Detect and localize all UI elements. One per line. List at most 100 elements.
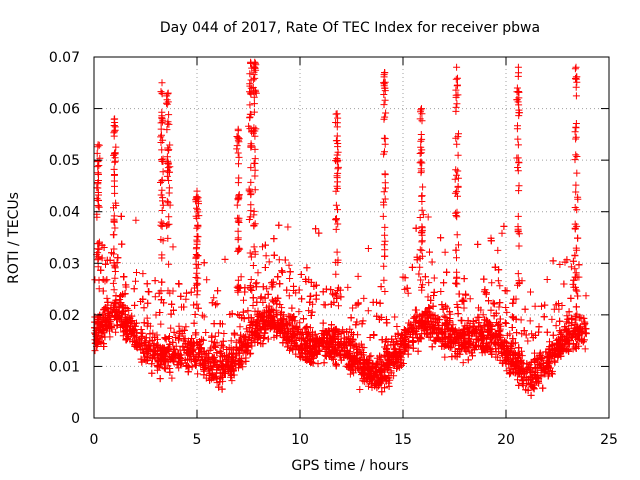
data-point <box>469 322 477 330</box>
data-point <box>398 340 406 348</box>
data-point <box>156 375 164 383</box>
data-point <box>343 328 351 336</box>
data-point <box>443 304 451 312</box>
data-point <box>464 317 472 325</box>
data-point <box>561 258 569 266</box>
data-point <box>142 357 150 365</box>
data-point <box>303 323 311 330</box>
data-point <box>352 321 360 329</box>
data-point <box>237 338 245 346</box>
data-point <box>527 369 535 376</box>
data-point <box>577 328 585 336</box>
data-point <box>139 295 147 303</box>
data-point <box>481 286 489 294</box>
data-point <box>276 301 284 308</box>
data-point <box>572 312 580 320</box>
data-point <box>452 335 459 343</box>
data-point <box>543 353 551 360</box>
data-point <box>131 341 139 349</box>
data-point <box>200 313 208 321</box>
data-point <box>430 288 438 296</box>
data-point <box>242 340 250 348</box>
data-point <box>191 358 199 365</box>
data-point <box>581 345 589 353</box>
data-point <box>373 369 381 377</box>
data-point <box>167 310 175 318</box>
data-point <box>439 305 447 313</box>
data-point <box>458 345 466 353</box>
data-point <box>522 331 530 339</box>
data-point <box>382 345 390 353</box>
data-point <box>430 274 438 282</box>
data-point <box>550 305 558 313</box>
data-point <box>567 294 575 302</box>
data-point <box>286 268 294 276</box>
data-point <box>275 256 283 264</box>
data-point <box>220 330 228 337</box>
data-point <box>113 315 120 323</box>
data-point <box>296 319 304 327</box>
data-point <box>280 315 288 323</box>
data-point <box>217 349 225 357</box>
data-point <box>526 381 534 389</box>
data-point <box>537 371 545 379</box>
data-point <box>549 370 556 378</box>
data-point <box>391 313 399 321</box>
data-point <box>221 255 229 263</box>
data-point <box>152 311 160 319</box>
data-point <box>576 314 584 322</box>
data-point <box>545 349 553 357</box>
data-point <box>144 350 152 358</box>
data-point <box>216 357 224 365</box>
data-point <box>260 309 268 317</box>
data-point <box>415 270 423 278</box>
data-point <box>329 290 337 298</box>
data-point <box>175 322 183 330</box>
data-point <box>205 365 213 373</box>
data-point <box>114 254 122 262</box>
data-point <box>544 359 552 367</box>
data-point <box>425 304 433 311</box>
data-point <box>208 332 216 340</box>
data-point <box>210 342 218 350</box>
data-point <box>285 292 293 300</box>
data-point <box>103 294 111 302</box>
data-point <box>454 303 462 311</box>
data-point <box>443 268 451 276</box>
data-point <box>335 302 342 310</box>
data-point <box>406 328 414 336</box>
data-point <box>375 315 383 323</box>
data-point <box>428 258 436 266</box>
data-point <box>412 224 420 232</box>
data-point <box>278 267 286 275</box>
data-point <box>100 305 108 313</box>
data-point <box>548 315 556 323</box>
data-point <box>219 337 227 345</box>
data-point <box>252 280 260 288</box>
data-point <box>247 339 255 347</box>
data-point <box>244 307 252 315</box>
data-point <box>315 229 323 237</box>
data-point <box>227 337 235 345</box>
data-point <box>565 308 573 316</box>
data-point <box>453 328 461 336</box>
data-point <box>285 261 293 269</box>
data-point <box>111 299 119 307</box>
data-point <box>215 329 223 337</box>
data-point <box>404 341 412 349</box>
data-point <box>143 280 151 288</box>
data-point <box>100 329 108 337</box>
data-point <box>184 351 191 359</box>
data-point <box>438 301 446 309</box>
data-point <box>488 325 496 333</box>
data-point <box>393 353 401 361</box>
data-point <box>317 337 325 345</box>
data-point <box>479 311 487 319</box>
data-point <box>274 273 282 281</box>
data-point <box>371 372 378 380</box>
data-point <box>248 342 256 350</box>
data-point <box>322 285 330 293</box>
data-point <box>305 307 313 315</box>
data-point <box>381 343 389 351</box>
data-point <box>91 324 99 332</box>
